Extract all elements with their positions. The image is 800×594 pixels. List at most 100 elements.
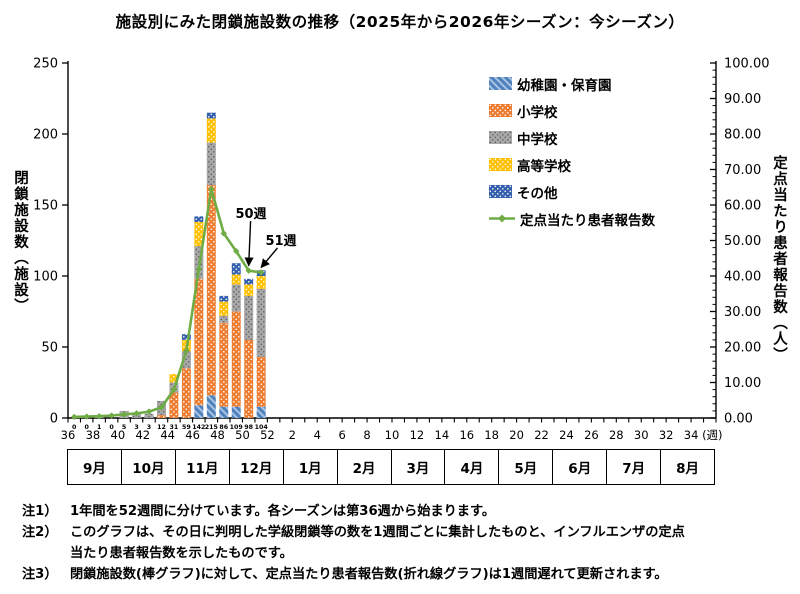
month-cell: 4月 — [444, 450, 498, 484]
bar-segment — [219, 315, 229, 323]
svg-text:142: 142 — [192, 424, 205, 431]
bar-segment — [194, 222, 204, 247]
legend-label: 幼稚園・保育園 — [517, 77, 612, 94]
svg-text:215: 215 — [205, 424, 218, 431]
line-marker — [220, 230, 227, 237]
bar-segment — [206, 395, 216, 418]
svg-text:30: 30 — [634, 428, 649, 442]
legend-label: 高等学校 — [517, 158, 571, 175]
month-cell: 6月 — [552, 450, 606, 484]
svg-text:0: 0 — [50, 412, 58, 427]
svg-text:46: 46 — [185, 428, 200, 442]
bar-segment — [219, 295, 229, 302]
plot-area: 0501001502002500.0010.0020.0030.0040.005… — [33, 57, 769, 443]
legend-item-series-0: 幼稚園・保育園 — [489, 70, 655, 97]
legend-item-series-4: その他 — [489, 178, 655, 205]
legend-swatch-line — [489, 214, 515, 223]
svg-text:30.00: 30.00 — [724, 305, 761, 320]
legend-swatch — [489, 131, 512, 144]
svg-text:150: 150 — [33, 199, 58, 214]
legend-item-line: 定点当たり患者報告数 — [489, 205, 655, 232]
bar-segment — [231, 263, 241, 275]
legend-item-series-1: 小学校 — [489, 97, 655, 124]
bar-segment — [256, 406, 266, 418]
bar-segment — [156, 415, 166, 418]
left-axis-ticks: 0 50 100 150 200 250 — [33, 57, 68, 427]
bar-segment — [206, 142, 216, 186]
month-cell: 2月 — [336, 450, 391, 484]
line-marker — [145, 408, 153, 415]
svg-text:12: 12 — [157, 424, 166, 431]
bar-segment — [256, 356, 266, 407]
annotations: 50週 51週 — [235, 207, 297, 269]
bar-segment — [194, 278, 204, 406]
svg-text:60.00: 60.00 — [724, 199, 761, 214]
bar-segment — [144, 413, 154, 418]
month-cell: 8月 — [660, 450, 714, 484]
svg-text:100: 100 — [33, 270, 58, 285]
line-marker — [170, 386, 178, 393]
bar-segment — [244, 295, 254, 340]
bar-segment — [256, 276, 266, 289]
svg-text:200: 200 — [33, 128, 58, 143]
note-3: 注3） 閉鎖施設数(棒グラフ)に対して、定点当たり患者報告数(折れ線グラフ)は1週… — [22, 564, 790, 585]
legend-label: 小学校 — [517, 104, 558, 121]
bar-segment — [206, 185, 216, 396]
note-prefix: 注3） — [22, 567, 58, 583]
svg-text:0.00: 0.00 — [724, 412, 753, 427]
bar-segment — [244, 339, 254, 418]
svg-text:104: 104 — [255, 424, 269, 431]
svg-text:8: 8 — [363, 428, 370, 442]
svg-text:22: 22 — [534, 428, 549, 442]
line-marker — [108, 412, 115, 419]
svg-text:50.00: 50.00 — [724, 234, 761, 249]
legend-label: 中学校 — [517, 131, 558, 148]
svg-text:50: 50 — [235, 428, 250, 442]
line-marker — [233, 247, 240, 255]
bar-total-labels: 0 0 1 0 5 3 3 12 31 59 142 215 86 109 98 104 — [72, 424, 268, 431]
note-text: 1年間を52週間に分けています。各シーズンは第36週から始まります。 — [70, 504, 496, 519]
legend-item-series-3: 高等学校 — [489, 151, 655, 178]
month-cell: 12月 — [228, 450, 283, 484]
svg-text:100.00: 100.00 — [724, 57, 770, 72]
svg-text:10.00: 10.00 — [724, 376, 761, 391]
line-marker — [195, 265, 203, 273]
svg-text:2: 2 — [289, 428, 296, 442]
svg-text:3: 3 — [147, 424, 151, 431]
bar-segment — [231, 311, 241, 407]
svg-text:1: 1 — [97, 424, 101, 431]
svg-text:10: 10 — [385, 428, 400, 442]
month-cell: 7月 — [606, 450, 660, 484]
svg-text:32: 32 — [659, 428, 674, 442]
line-marker — [133, 410, 140, 417]
bar-segment — [256, 288, 266, 357]
line-marker — [158, 404, 165, 411]
svg-text:48: 48 — [210, 428, 225, 442]
bar-segment — [194, 216, 204, 223]
svg-text:44: 44 — [160, 428, 175, 442]
svg-text:70.00: 70.00 — [724, 163, 761, 178]
bar-segment — [169, 392, 179, 418]
annotation-label: 50週 — [235, 207, 266, 222]
bar-segment — [244, 278, 254, 285]
svg-text:38: 38 — [86, 428, 101, 442]
svg-text:20: 20 — [509, 428, 524, 442]
legend-label: その他 — [517, 185, 558, 202]
legend: 幼稚園・保育園 小学校中学校高等学校その他定点当たり患者報告数 — [489, 70, 655, 232]
svg-text:12: 12 — [410, 428, 425, 442]
svg-text:16: 16 — [459, 428, 474, 442]
svg-text:40.00: 40.00 — [724, 270, 761, 285]
bar-segment — [169, 373, 179, 383]
line-series — [71, 185, 265, 421]
note-1: 注1） 1年間を52週間に分けています。各シーズンは第36週から始まります。 — [22, 501, 790, 522]
svg-text:36: 36 — [61, 428, 76, 442]
svg-text:34: 34 — [684, 428, 699, 442]
month-row: 9月 10月 11月 12月 1月 2月 3月 4月 5月 6月 7月 8月 — [67, 449, 715, 485]
month-cell: 5月 — [498, 450, 552, 484]
svg-text:0: 0 — [72, 424, 77, 431]
svg-text:14: 14 — [435, 428, 450, 442]
line-marker — [245, 267, 252, 274]
bar-segment — [181, 334, 191, 340]
svg-text:28: 28 — [609, 428, 624, 442]
